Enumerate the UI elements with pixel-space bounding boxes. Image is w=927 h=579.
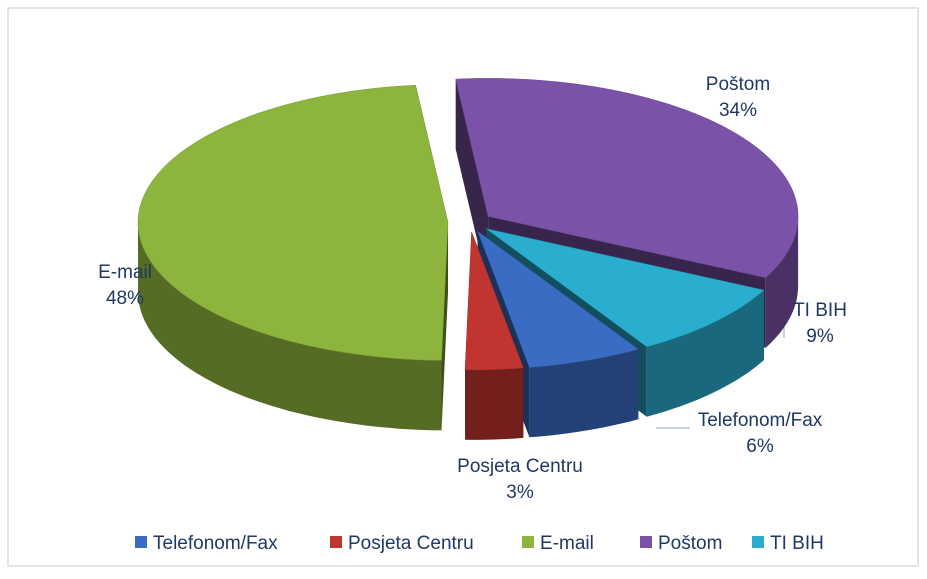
slice bbox=[486, 228, 765, 347]
data-label-name: Telefonom/Fax bbox=[698, 410, 823, 431]
legend-swatch bbox=[522, 536, 534, 548]
data-label-name: E-mail bbox=[98, 262, 152, 283]
slice bbox=[477, 230, 639, 368]
data-label-value: 6% bbox=[746, 436, 774, 457]
legend-label: E-mail bbox=[540, 533, 594, 554]
slice bbox=[455, 78, 799, 278]
slice-wall bbox=[465, 367, 524, 440]
slice-wall bbox=[138, 222, 442, 431]
data-label-value: 34% bbox=[719, 100, 757, 121]
slice-wall bbox=[529, 349, 639, 438]
data-label-value: 3% bbox=[506, 482, 534, 503]
slice bbox=[464, 231, 524, 371]
slice-wall bbox=[765, 216, 799, 348]
data-label-name: Poštom bbox=[706, 74, 770, 95]
data-label-name: TI BIH bbox=[793, 300, 847, 321]
legend-swatch bbox=[752, 536, 764, 548]
slice bbox=[137, 84, 449, 361]
data-label-value: 9% bbox=[806, 326, 834, 347]
legend-label: Posjeta Centru bbox=[348, 533, 474, 554]
data-label-name: Posjeta Centru bbox=[457, 456, 583, 477]
legend-swatch bbox=[330, 536, 342, 548]
legend-label: TI BIH bbox=[770, 533, 824, 554]
legend-swatch bbox=[135, 536, 147, 548]
slice-wall bbox=[646, 290, 764, 417]
data-label-value: 48% bbox=[106, 288, 144, 309]
legend-label: Telefonom/Fax bbox=[153, 533, 278, 554]
legend-swatch bbox=[640, 536, 652, 548]
legend-label: Poštom bbox=[658, 533, 722, 554]
